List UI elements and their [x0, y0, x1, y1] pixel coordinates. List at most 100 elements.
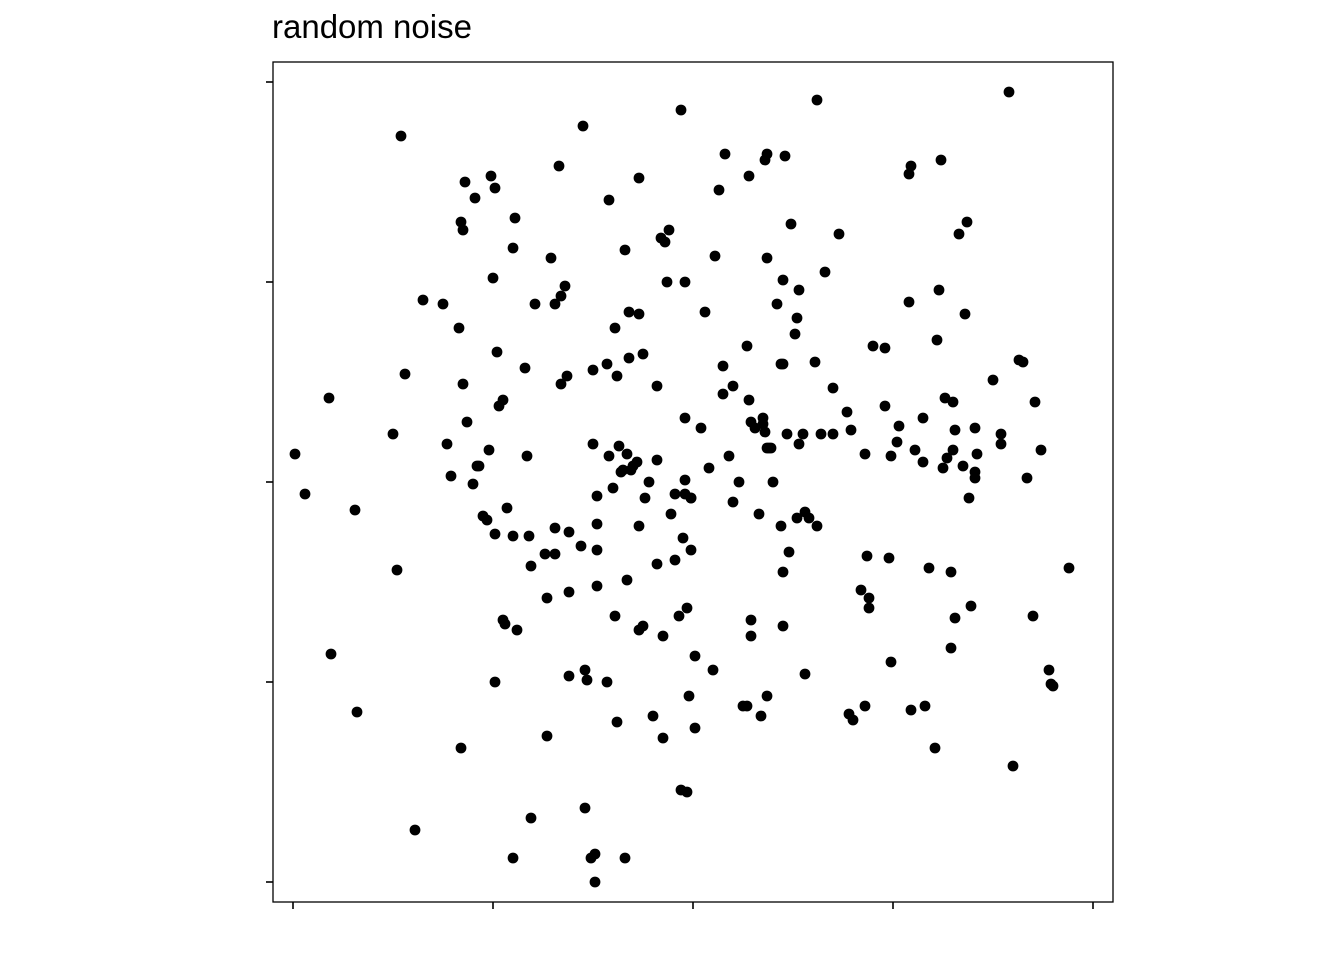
data-point: [841, 406, 853, 418]
data-point: [589, 848, 601, 860]
y-axis: [266, 81, 273, 883]
data-point: [855, 584, 867, 596]
data-point: [941, 452, 953, 464]
data-point: [957, 460, 969, 472]
data-point: [815, 428, 827, 440]
data-point: [467, 478, 479, 490]
data-point: [793, 438, 805, 450]
data-point: [963, 492, 975, 504]
data-point: [499, 618, 511, 630]
data-point: [299, 488, 311, 500]
data-point: [473, 460, 485, 472]
data-point: [717, 360, 729, 372]
data-point: [953, 228, 965, 240]
data-point: [669, 488, 681, 500]
data-point: [685, 544, 697, 556]
data-point: [971, 448, 983, 460]
data-point: [757, 412, 769, 424]
data-point: [803, 512, 815, 524]
data-point: [501, 502, 513, 514]
data-point: [603, 194, 615, 206]
data-point: [945, 642, 957, 654]
data-point: [1007, 760, 1019, 772]
data-point: [445, 470, 457, 482]
data-point: [791, 512, 803, 524]
data-point: [741, 700, 753, 712]
data-point: [935, 154, 947, 166]
data-point: [883, 552, 895, 564]
data-point: [391, 564, 403, 576]
data-point: [717, 388, 729, 400]
data-point: [633, 172, 645, 184]
data-point: [607, 482, 619, 494]
data-point: [713, 184, 725, 196]
data-point: [469, 192, 481, 204]
data-point: [931, 334, 943, 346]
data-point: [679, 276, 691, 288]
data-point: [541, 592, 553, 604]
data-point: [745, 614, 757, 626]
data-point: [521, 450, 533, 462]
data-point: [811, 520, 823, 532]
data-point: [917, 456, 929, 468]
data-point: [539, 548, 551, 560]
data-point: [491, 346, 503, 358]
data-point: [949, 612, 961, 624]
data-point: [611, 370, 623, 382]
data-point: [591, 518, 603, 530]
data-point: [965, 600, 977, 612]
data-point: [631, 456, 643, 468]
data-point: [961, 216, 973, 228]
data-point: [917, 412, 929, 424]
data-point: [727, 380, 739, 392]
data-point: [741, 340, 753, 352]
data-point: [647, 710, 659, 722]
data-point: [749, 422, 761, 434]
data-point: [827, 382, 839, 394]
data-point: [699, 306, 711, 318]
data-point: [637, 348, 649, 360]
data-point: [459, 176, 471, 188]
data-point: [779, 150, 791, 162]
data-point: [761, 252, 773, 264]
data-point: [323, 392, 335, 404]
data-point: [619, 852, 631, 864]
data-point: [681, 602, 693, 614]
data-point: [777, 358, 789, 370]
data-point: [545, 252, 557, 264]
data-point: [781, 428, 793, 440]
data-point: [945, 566, 957, 578]
data-point: [457, 378, 469, 390]
data-point: [555, 290, 567, 302]
data-point: [579, 802, 591, 814]
data-point: [483, 444, 495, 456]
data-point: [995, 438, 1007, 450]
data-point: [859, 448, 871, 460]
data-point: [863, 602, 875, 614]
plot-panel-border: [272, 61, 1114, 903]
data-point: [613, 440, 625, 452]
data-point: [939, 392, 951, 404]
data-point: [675, 104, 687, 116]
data-point: [563, 586, 575, 598]
data-point: [519, 362, 531, 374]
data-point: [861, 550, 873, 562]
data-point: [903, 296, 915, 308]
data-point: [923, 562, 935, 574]
data-point: [969, 422, 981, 434]
data-point: [659, 236, 671, 248]
data-point: [797, 428, 809, 440]
data-point: [765, 442, 777, 454]
data-point: [777, 620, 789, 632]
data-point: [511, 624, 523, 636]
data-point: [609, 610, 621, 622]
data-point: [441, 438, 453, 450]
data-point: [867, 340, 879, 352]
data-point: [719, 148, 731, 160]
data-point: [489, 528, 501, 540]
data-point: [677, 532, 689, 544]
data-point: [529, 298, 541, 310]
data-point: [559, 280, 571, 292]
data-point: [485, 170, 497, 182]
